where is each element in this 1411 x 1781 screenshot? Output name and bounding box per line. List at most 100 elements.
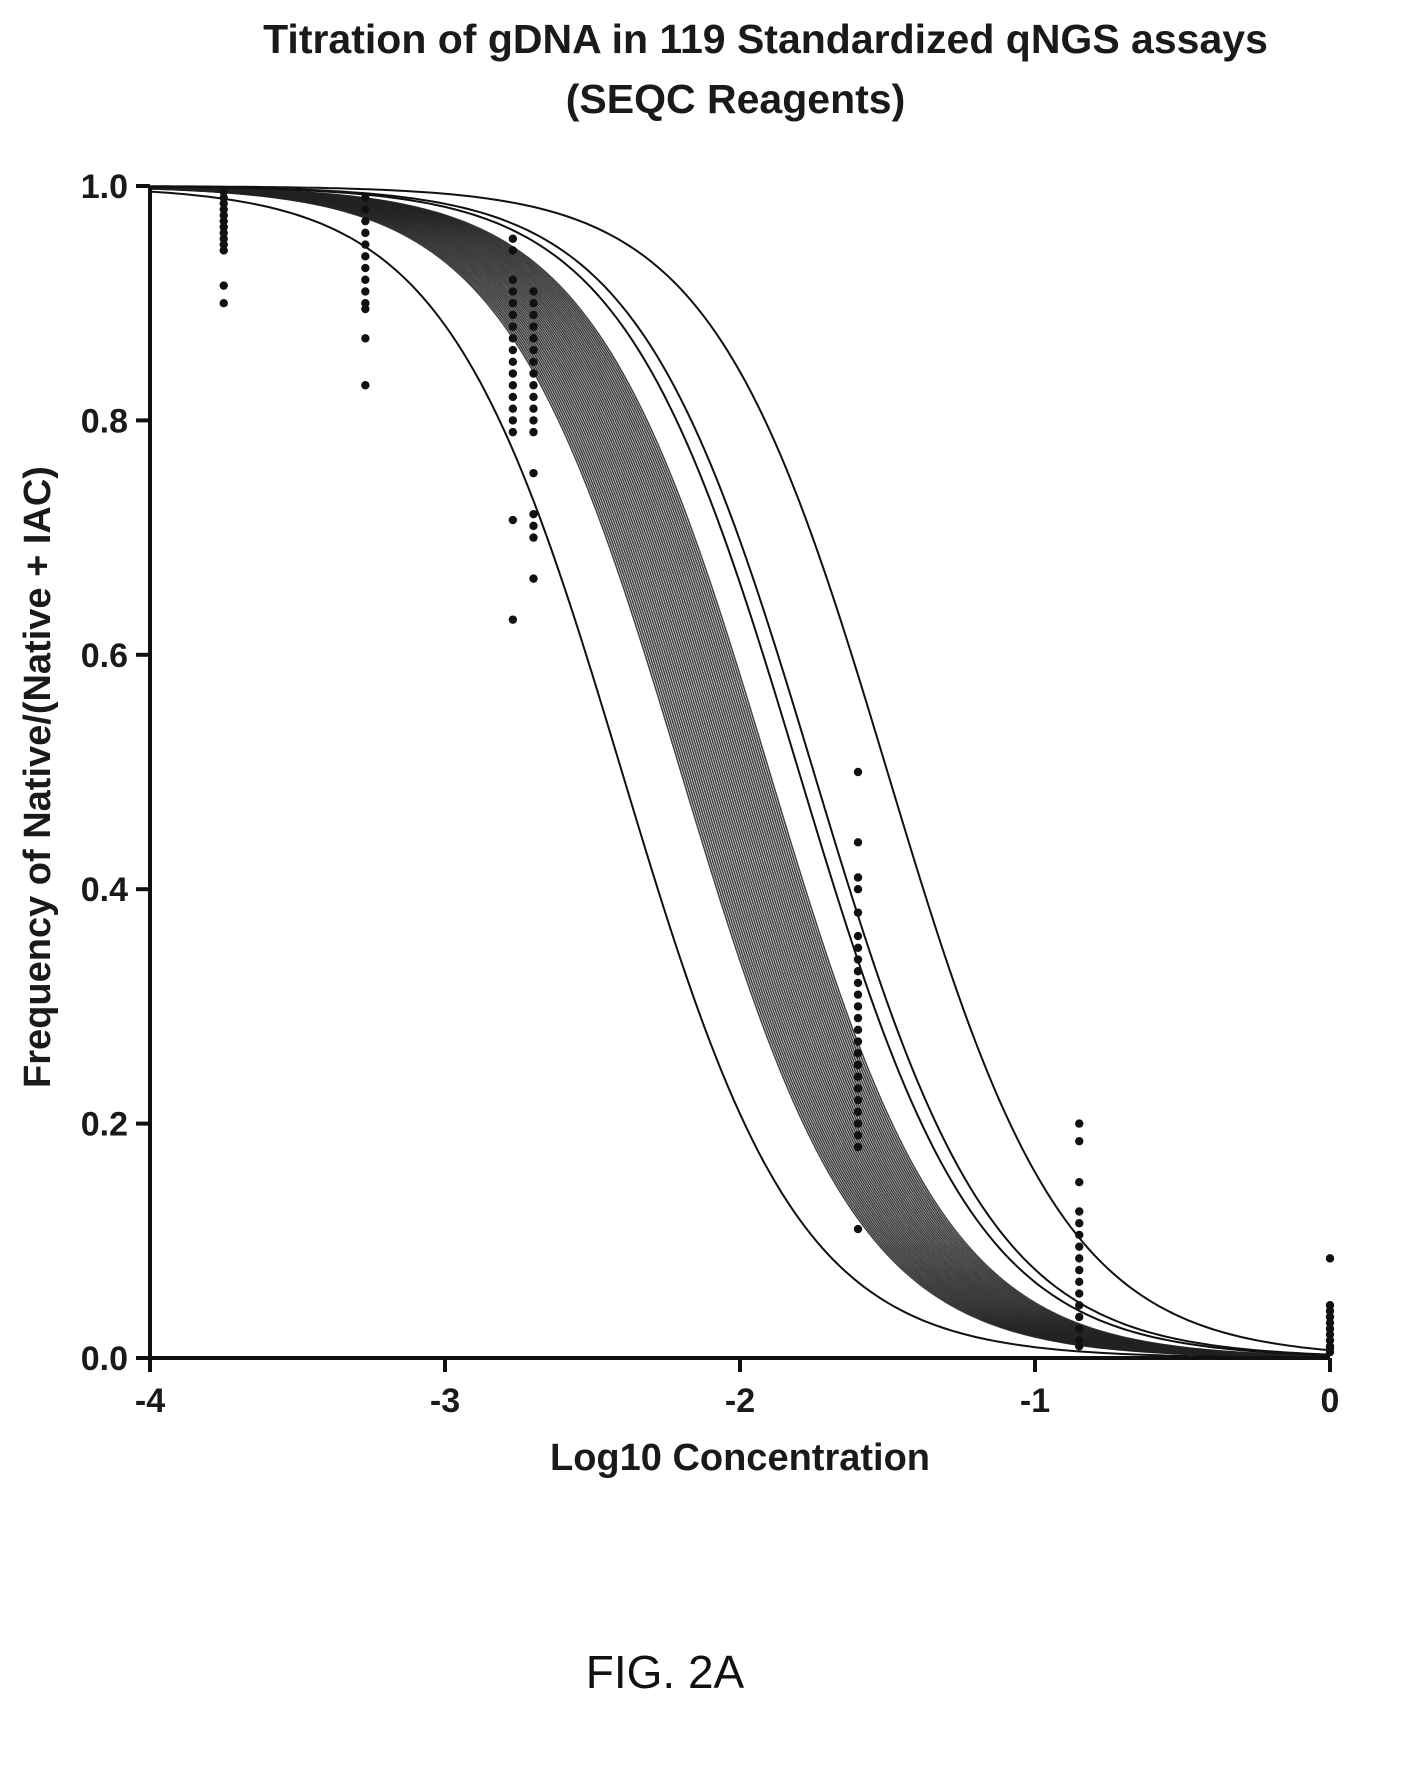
data-point (854, 1061, 862, 1069)
x-tick-label: -1 (1020, 1382, 1050, 1420)
data-point (509, 369, 517, 377)
data-point (1075, 1219, 1083, 1227)
data-point (529, 469, 537, 477)
fit-curve (150, 188, 1330, 1357)
y-tick-label: 0.2 (81, 1106, 128, 1144)
data-point (509, 393, 517, 401)
data-point (1075, 1342, 1083, 1350)
data-point (361, 381, 369, 389)
data-point (1326, 1348, 1334, 1356)
data-point (854, 1131, 862, 1139)
y-tick-label: 1.0 (81, 168, 128, 206)
data-point (854, 1049, 862, 1057)
data-point (854, 1143, 862, 1151)
data-point (1075, 1313, 1083, 1321)
data-point (854, 873, 862, 881)
data-point (854, 979, 862, 987)
data-point (361, 305, 369, 313)
data-point (1075, 1178, 1083, 1186)
data-point (529, 334, 537, 342)
data-point (361, 205, 369, 213)
data-point (529, 287, 537, 295)
data-point (529, 428, 537, 436)
y-tick-label: 0.8 (81, 402, 128, 440)
data-point (509, 381, 517, 389)
data-point (854, 967, 862, 975)
data-point (1326, 1254, 1334, 1262)
data-point (509, 516, 517, 524)
data-point (1075, 1325, 1083, 1333)
data-point (509, 358, 517, 366)
data-point (854, 955, 862, 963)
data-point (509, 276, 517, 284)
data-point (529, 510, 537, 518)
data-point (529, 416, 537, 424)
y-tick-label: 0.6 (81, 637, 128, 675)
data-point (1075, 1301, 1083, 1309)
data-point (529, 358, 537, 366)
data-point (529, 311, 537, 319)
data-point (854, 1225, 862, 1233)
y-axis-label: Frequency of Native/(Native + IAC) (17, 466, 59, 1088)
data-point (220, 246, 228, 254)
x-tick-label: 0 (1321, 1382, 1340, 1420)
x-tick-label: -4 (135, 1382, 165, 1420)
data-point (529, 346, 537, 354)
data-point (509, 287, 517, 295)
data-point (1075, 1266, 1083, 1274)
data-point (854, 1108, 862, 1116)
chart-svg: -4 -3 -2 -1 0 0.0 0.2 0.4 0.6 0.8 1.0 Log10 Concen… (0, 0, 1411, 1560)
data-point (361, 264, 369, 272)
data-point (854, 1014, 862, 1022)
data-point (509, 615, 517, 623)
data-point (509, 416, 517, 424)
data-point (361, 276, 369, 284)
data-point (854, 1119, 862, 1127)
data-points (220, 188, 1335, 1357)
data-point (1075, 1207, 1083, 1215)
data-point (220, 281, 228, 289)
fit-curve (150, 186, 1330, 1350)
data-point (529, 574, 537, 582)
data-point (854, 1096, 862, 1104)
data-point (1075, 1137, 1083, 1145)
data-point (529, 369, 537, 377)
data-point (854, 908, 862, 916)
data-point (854, 1002, 862, 1010)
data-point (509, 235, 517, 243)
figure-caption: FIG. 2A (0, 1645, 1330, 1699)
data-point (361, 287, 369, 295)
data-point (529, 533, 537, 541)
y-tick-label: 0.0 (81, 1340, 128, 1378)
data-point (1075, 1119, 1083, 1127)
data-point (1075, 1242, 1083, 1250)
data-point (854, 990, 862, 998)
data-point (1075, 1254, 1083, 1262)
data-point (854, 885, 862, 893)
data-point (854, 944, 862, 952)
data-point (854, 932, 862, 940)
data-point (1075, 1289, 1083, 1297)
data-point (529, 381, 537, 389)
data-point (529, 393, 537, 401)
data-point (509, 311, 517, 319)
x-tick-label: -3 (430, 1382, 460, 1420)
data-point (509, 334, 517, 342)
data-point (361, 229, 369, 237)
data-point (509, 246, 517, 254)
data-point (854, 1073, 862, 1081)
data-point (854, 768, 862, 776)
data-point (529, 522, 537, 530)
data-point (529, 299, 537, 307)
data-point (529, 322, 537, 330)
data-point (509, 346, 517, 354)
data-point (361, 194, 369, 202)
x-tick-label: -2 (725, 1382, 755, 1420)
data-point (361, 334, 369, 342)
y-tick-label: 0.4 (81, 871, 128, 909)
data-point (1075, 1278, 1083, 1286)
data-point (529, 404, 537, 412)
data-point (509, 404, 517, 412)
x-axis-label: Log10 Concentration (550, 1437, 930, 1479)
data-point (509, 428, 517, 436)
